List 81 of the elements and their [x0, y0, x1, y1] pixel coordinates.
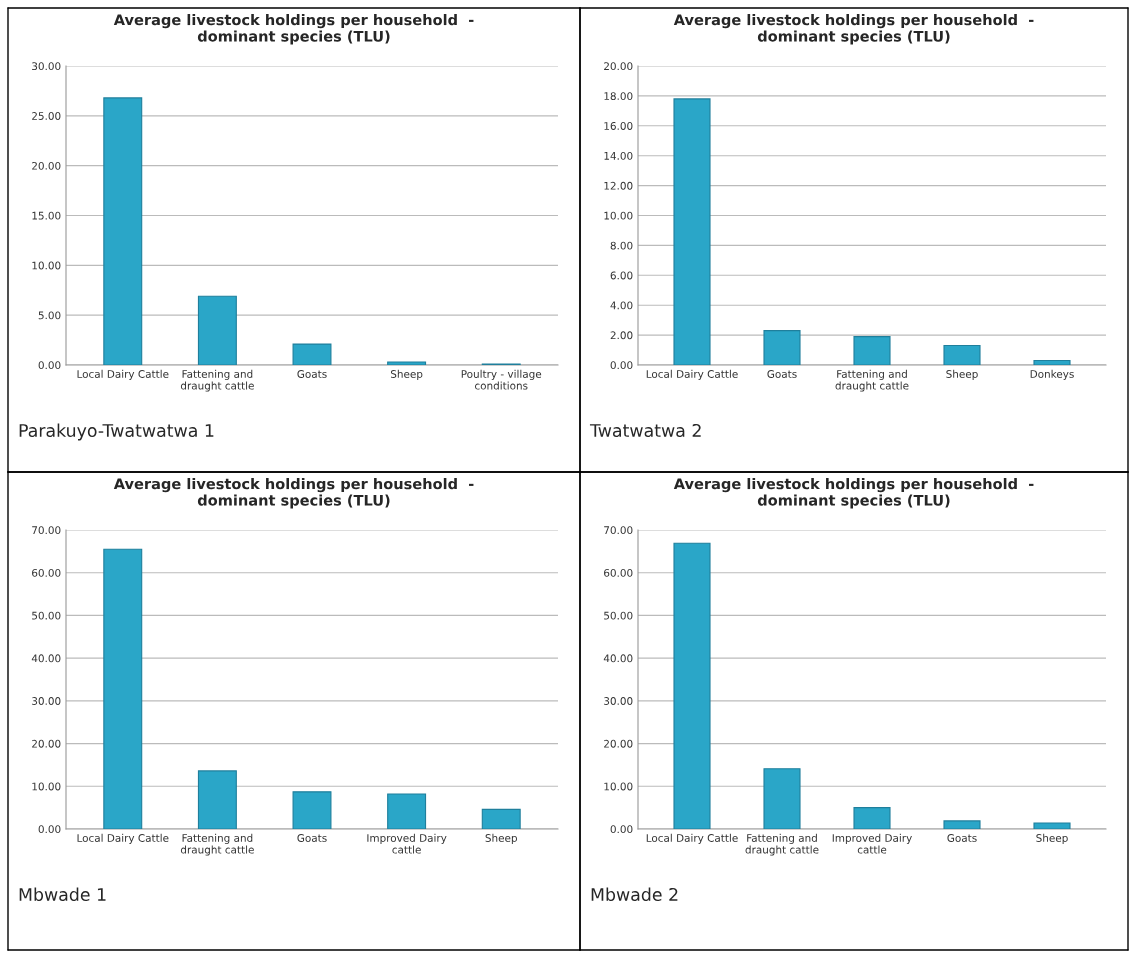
y-tick-label: 20.00	[32, 161, 61, 170]
x-tick-label: Fattening and draught cattle	[745, 833, 819, 856]
bar	[103, 548, 143, 829]
chart-title: Average livestock holdings per household - dominant species (TLU)	[113, 14, 474, 45]
y-tick-label: 14.00	[604, 151, 633, 160]
y-tick-label: 40.00	[603, 654, 633, 663]
y-tick-label: 30.00	[604, 697, 633, 705]
x-tick-label: Fattening and draught cattle	[180, 833, 254, 856]
y-tick-label: 30.00	[32, 697, 61, 705]
y-tick-label: 60.00	[32, 568, 61, 577]
x-tick-label: Improved Dairy cattle	[832, 833, 912, 854]
bar	[673, 98, 711, 365]
text: Parakuyo-Twatwatwa 1	[19, 423, 214, 441]
bar	[853, 336, 891, 365]
y-tick-label: 5.00	[38, 311, 61, 320]
bar	[197, 770, 237, 829]
chart-title: Average livestock holdings per household - dominant species (TLU)	[113, 478, 474, 509]
y-tick-label: 10.00	[604, 211, 633, 220]
x-tick-label: Sheep	[946, 369, 978, 380]
y-tick-label: 10.00	[32, 261, 61, 270]
y-tick-label: 0.00	[610, 361, 633, 370]
bar	[1033, 359, 1071, 365]
y-tick-label: 20.00	[604, 62, 633, 71]
x-tick-label: Poultry - village conditions	[461, 369, 542, 390]
bar	[1033, 822, 1071, 829]
y-tick-label: 25.00	[32, 112, 61, 120]
x-tick-label: Sheep	[485, 833, 517, 844]
y-tick-label: 12.00	[604, 181, 633, 190]
bar	[763, 330, 801, 365]
chart-title: Average livestock holdings per household - dominant species (TLU)	[673, 478, 1034, 509]
bar	[673, 542, 711, 829]
y-tick-label: 30.00	[32, 62, 61, 71]
y-tick-label: 20.00	[604, 739, 633, 748]
y-tick-label: 15.00	[32, 211, 61, 220]
x-tick-label: Fattening and draught cattle	[835, 369, 909, 392]
x-tick-label: Goats	[297, 370, 327, 378]
bar	[943, 820, 981, 829]
bar	[103, 97, 143, 365]
y-tick-label: 40.00	[31, 654, 61, 663]
x-tick-label: Sheep	[390, 369, 423, 380]
x-tick-label: Goats	[947, 834, 977, 842]
bar	[481, 808, 521, 829]
bar	[292, 343, 332, 365]
bar	[292, 791, 332, 829]
y-tick-label: 0.00	[38, 825, 61, 834]
x-tick-label: Local Dairy Cattle	[646, 369, 738, 380]
y-tick-label: 60.00	[604, 568, 633, 577]
text: Mbwade 2	[591, 887, 678, 902]
chart-title: Average livestock holdings per household - dominant species (TLU)	[673, 14, 1034, 45]
y-tick-label: 50.00	[604, 611, 633, 620]
y-tick-label: 70.00	[604, 526, 633, 535]
x-tick-label: Goats	[297, 834, 327, 842]
y-tick-label: 0.00	[38, 361, 61, 370]
y-tick-label: 20.00	[32, 739, 61, 748]
text: Twatwatwa 2	[589, 423, 701, 438]
x-tick-label: Improved Dairy cattle	[367, 833, 447, 854]
bar	[387, 361, 427, 365]
bar	[763, 768, 801, 829]
y-tick-label: 2.00	[610, 331, 633, 340]
bar	[387, 793, 427, 829]
x-tick-label: Sheep	[1036, 833, 1068, 844]
bar	[853, 807, 891, 829]
y-tick-label: 16.00	[604, 122, 633, 130]
x-tick-label: Goats	[767, 370, 797, 378]
y-tick-label: 18.00	[604, 92, 633, 101]
y-tick-label: 4.00	[610, 301, 633, 310]
y-tick-label: 10.00	[604, 782, 633, 791]
bar	[197, 295, 237, 365]
y-tick-label: 8.00	[610, 241, 633, 250]
y-tick-label: 70.00	[32, 526, 61, 535]
y-tick-label: 10.00	[32, 782, 61, 791]
x-tick-label: Local Dairy Cattle	[77, 369, 169, 380]
x-tick-label: Fattening and draught cattle	[180, 369, 254, 392]
bar	[943, 345, 981, 365]
text: Mbwade 1	[19, 887, 106, 902]
x-tick-label: Donkeys	[1030, 369, 1074, 380]
y-tick-label: 0.00	[610, 825, 633, 834]
y-tick-label: 6.00	[610, 271, 633, 280]
y-tick-label: 50.00	[32, 611, 61, 620]
x-tick-label: Local Dairy Cattle	[646, 833, 738, 844]
x-tick-label: Local Dairy Cattle	[77, 833, 169, 844]
